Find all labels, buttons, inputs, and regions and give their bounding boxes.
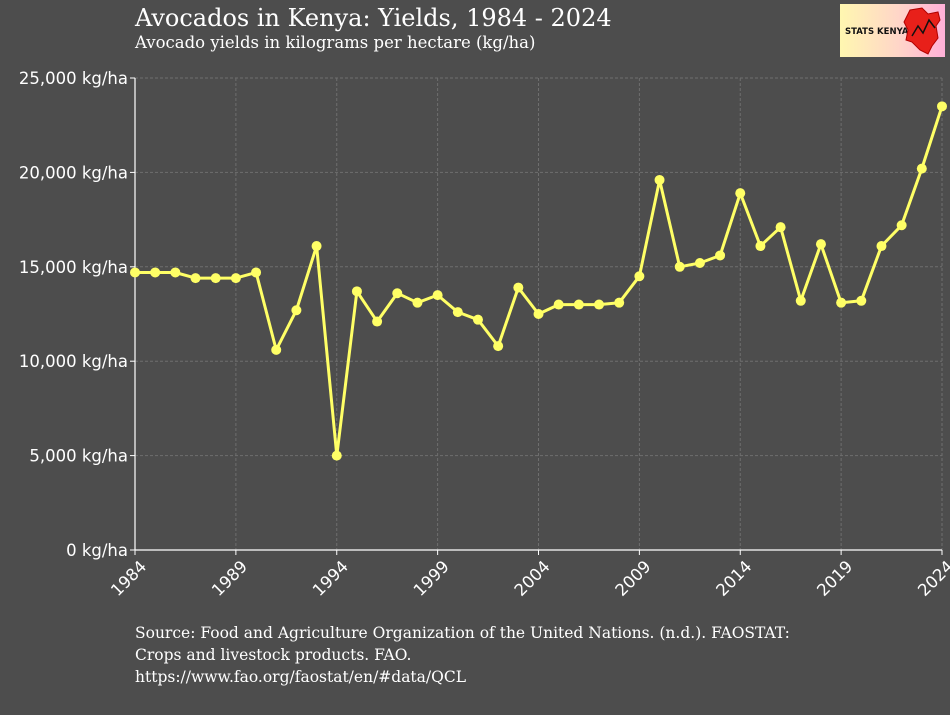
x-tick-label: 2009 [612, 557, 655, 600]
y-tick-label: 20,000 kg/ha [19, 163, 128, 182]
data-point [251, 267, 262, 278]
data-point [836, 297, 847, 308]
data-point [876, 241, 887, 252]
x-tick-label: 2024 [914, 557, 950, 600]
y-tick-label: 5,000 kg/ha [29, 447, 128, 466]
data-point [573, 299, 584, 310]
data-point [331, 450, 342, 461]
caption-line: Crops and livestock products. FAO. [135, 646, 412, 664]
x-axis-ticks: 1984 1989 1994 1999 2004 2009 2014 2019 2024 [107, 550, 950, 600]
data-point [916, 163, 927, 174]
y-tick-label: 15,000 kg/ha [19, 258, 128, 277]
data-point [311, 241, 322, 252]
data-point [493, 341, 504, 352]
data-point [190, 273, 201, 284]
data-point [291, 305, 302, 316]
data-point [614, 297, 625, 308]
data-point [856, 295, 867, 306]
data-point [392, 288, 403, 299]
data-point [694, 258, 705, 269]
data-point [594, 299, 605, 310]
y-tick-label: 10,000 kg/ha [19, 352, 128, 371]
data-point [351, 286, 362, 297]
x-tick-label: 2019 [813, 557, 856, 600]
data-point [674, 261, 685, 272]
data-point [896, 220, 907, 231]
chart-subtitle: Avocado yields in kilograms per hectare … [135, 33, 536, 52]
data-point [170, 267, 181, 278]
y-axis-ticks: 0 kg/ha 5,000 kg/ha 10,000 kg/ha 15,000 kg/… [19, 69, 135, 560]
data-point [775, 222, 786, 233]
chart-title: Avocados in Kenya: Yields, 1984 - 2024 [135, 4, 612, 32]
x-tick-label: 1999 [410, 557, 453, 600]
data-point [452, 307, 463, 318]
data-point [533, 309, 544, 319]
y-tick-label: 0 kg/ha [66, 541, 128, 560]
data-point [372, 316, 383, 327]
caption-line: Source: Food and Agriculture Organizatio… [135, 624, 790, 642]
data-point [432, 290, 443, 301]
x-tick-label: 2014 [712, 557, 755, 600]
data-point [150, 267, 161, 278]
data-point [715, 250, 726, 261]
data-point [654, 174, 665, 185]
data-point [412, 297, 423, 308]
y-tick-label: 25,000 kg/ha [19, 69, 128, 88]
data-point [271, 344, 282, 355]
x-tick-label: 1984 [107, 557, 150, 600]
data-point [553, 299, 564, 310]
data-point [634, 271, 645, 282]
data-point [735, 188, 746, 199]
data-point [472, 314, 483, 325]
series-yields [130, 101, 947, 461]
stats-kenya-logo: STATS KENYA [840, 4, 945, 57]
data-point [230, 273, 241, 284]
data-point [795, 295, 806, 306]
caption-line: https://www.fao.org/faostat/en/#data/QCL [135, 668, 466, 686]
x-tick-label: 2004 [511, 557, 554, 600]
data-point [755, 241, 766, 252]
data-point [937, 101, 947, 112]
logo-text: STATS KENYA [845, 27, 909, 37]
source-caption: Source: Food and Agriculture Organizatio… [135, 622, 935, 688]
x-tick-label: 1994 [309, 557, 352, 600]
kenya-map-icon [903, 7, 941, 55]
x-tick-label: 1989 [208, 557, 251, 600]
data-point [815, 239, 826, 250]
data-point [210, 273, 221, 284]
data-point [130, 267, 140, 278]
data-point [513, 282, 524, 293]
